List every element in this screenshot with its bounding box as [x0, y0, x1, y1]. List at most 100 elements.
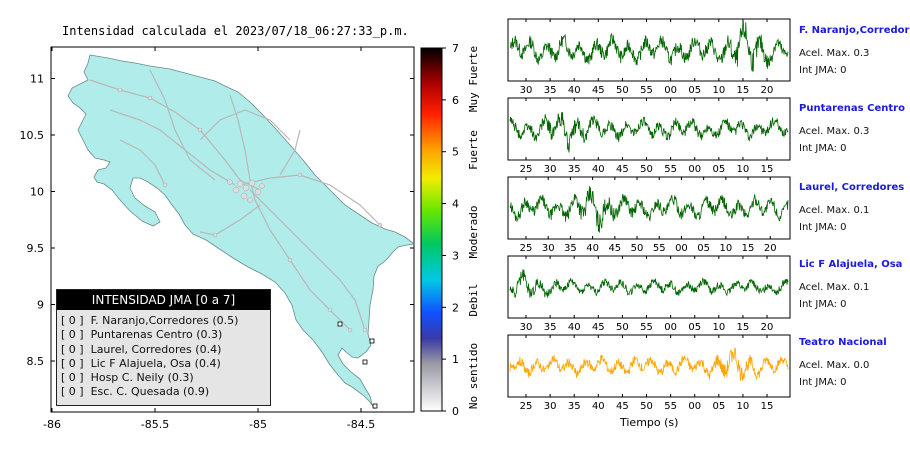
colorbar-tick-label: 5 [452, 146, 459, 159]
waveform-tick-label: 25 [520, 401, 533, 412]
acel-max: Acel. Max. 0.1 [799, 282, 870, 293]
waveform-tick-label: 10 [737, 164, 750, 175]
map-x-tick-label: -85 [249, 418, 267, 431]
waveform-tick-label: 50 [631, 243, 644, 254]
waveform-tick-label: 30 [520, 322, 533, 333]
waveform-tick-label: 10 [712, 85, 725, 96]
waveform-tick-label: 40 [586, 243, 599, 254]
legend-list: [ 0 ] F. Naranjo,Corredores (0.5) [ 0 ] … [57, 310, 270, 400]
waveform-tick-label: 50 [640, 164, 653, 175]
acel-max: Acel. Max. 0.3 [799, 126, 870, 137]
waveform-tick-label: 10 [737, 401, 750, 412]
waveform-tick-label: 35 [544, 322, 557, 333]
station-legend: INTENSIDAD JMA [0 a 7] [ 0 ] F. Naranjo,… [56, 289, 271, 406]
waveform-panel: 25 30 35 40 45 50 55 00 05 10 15 [507, 334, 791, 412]
waveform-tick-label: 55 [664, 164, 677, 175]
road-network [89, 69, 381, 331]
panel-info-3: Laurel, Corredores Acel. Max. 0.1 Int JM… [799, 182, 904, 233]
colorbar [420, 47, 443, 412]
map-x-tick-label: -85.5 [141, 418, 169, 431]
colorbar-tick-label: 2 [452, 301, 459, 314]
colorbar-tick-label: 1 [452, 353, 459, 366]
waveform-tick-label: 55 [640, 85, 653, 96]
waveform-tick-label: 30 [520, 85, 533, 96]
waveform-panel: 25 30 35 40 45 50 55 00 05 10 15 [507, 97, 791, 175]
waveform-tick-label: 00 [688, 164, 701, 175]
waveform-tick-label: 35 [564, 243, 577, 254]
waveform-tick-label: 00 [688, 401, 701, 412]
waveform-trace [509, 20, 789, 72]
waveform-tick-label: 50 [616, 322, 629, 333]
waveform-tick-label: 05 [688, 85, 701, 96]
waveform-tick-label: 05 [712, 401, 725, 412]
waveform-trace [509, 186, 789, 233]
map-y-tick-label: 9 [37, 299, 44, 312]
waveform-tick-label: 50 [616, 85, 629, 96]
waveform-tick-label: 15 [761, 401, 774, 412]
acel-max: Acel. Max. 0.1 [799, 205, 870, 216]
waveform-tick-label: 55 [640, 322, 653, 333]
intensity-label: Moderado [467, 206, 480, 259]
int-jma: Int JMA: 0 [799, 65, 847, 76]
legend-row: [ 0 ] Esc. C. Quesada (0.9) [61, 385, 210, 399]
waveform-tick-label: 30 [544, 401, 557, 412]
waveform-panel: 25 30 35 40 45 50 55 00 05 10 15 20 [507, 176, 791, 254]
waveform-tick-label: 20 [764, 243, 777, 254]
intensity-label: No sentido [467, 343, 480, 409]
waveform-tick-label: 15 [737, 322, 750, 333]
waveform-tick-label: 45 [592, 322, 605, 333]
waveform-tick-label: 10 [712, 322, 725, 333]
station-name: F. Naranjo,Corredores [799, 25, 910, 36]
waveform-tick-label: 35 [544, 85, 557, 96]
panel-info-2: Puntarenas Centro Acel. Max. 0.3 Int JMA… [799, 103, 905, 154]
legend-row: [ 0 ] F. Naranjo,Corredores (0.5) [61, 314, 239, 327]
station-name: Teatro Nacional [799, 337, 887, 348]
waveform-tick-label: 30 [542, 243, 555, 254]
waveform-tick-label: 25 [520, 164, 533, 175]
panel-info-5: Teatro Nacional Acel. Max. 0.0 Int JMA: … [799, 337, 887, 388]
map-x-tick-label: -84.5 [347, 418, 375, 431]
waveform-tick-label: 40 [568, 85, 581, 96]
station-name: Lic F Alajuela, Osa [799, 259, 903, 270]
intensity-label: Fuerte [467, 130, 480, 170]
panel-info-1: F. Naranjo,Corredores Acel. Max. 0.3 Int… [799, 25, 910, 76]
int-jma: Int JMA: 0 [799, 377, 847, 388]
waveform-tick-label: 55 [653, 243, 666, 254]
waveform-tick-label: 35 [568, 164, 581, 175]
station-name: Puntarenas Centro [799, 103, 905, 114]
waveform-tick-label: 45 [592, 85, 605, 96]
acel-max: Acel. Max. 0.3 [799, 48, 870, 59]
waveform-frame [507, 176, 791, 240]
legend-row: [ 0 ] Puntarenas Centro (0.3) [61, 328, 223, 342]
map-y-tick-label: 9.5 [27, 242, 45, 255]
map-y-tick-label: 11 [30, 73, 44, 86]
intensity-label: Muy Fuerte [467, 46, 480, 112]
waveform-tick-label: 50 [640, 401, 653, 412]
waveform-tick-label: 40 [568, 322, 581, 333]
waveform-tick-label: 00 [664, 85, 677, 96]
map-y-tick-label: 10.5 [20, 129, 45, 142]
colorbar-axes: 0 1 2 3 4 5 6 7 No sentido Debil Moderado Fuerte Muy… [442, 42, 480, 418]
map-x-tick-label: -86 [43, 418, 61, 431]
legend-row: [ 0 ] Hosp C. Neily (0.3) [61, 371, 194, 385]
waveform-frame [507, 334, 791, 398]
waveform-tick-label: 35 [568, 401, 581, 412]
int-jma: Int JMA: 0 [799, 222, 847, 233]
map-axes: -86 -85.5 -85 -84.5 11 10.5 10 9.5 9 8.5 [20, 47, 414, 431]
waveform-tick-label: 00 [664, 322, 677, 333]
waveform-tick-label: 25 [520, 243, 533, 254]
waveform-tick-label: 45 [616, 401, 629, 412]
legend-title: INTENSIDAD JMA [0 a 7] [57, 290, 270, 310]
waveform-tick-label: 05 [688, 322, 701, 333]
waveform-tick-label: 10 [719, 243, 732, 254]
waveform-tick-label: 15 [737, 85, 750, 96]
waveform-tick-label: 45 [608, 243, 621, 254]
waveform-trace [509, 269, 789, 298]
colorbar-tick-label: 7 [452, 42, 459, 55]
legend-row: [ 0 ] Lic F Alajuela, Osa (0.4) [61, 356, 221, 370]
map-y-tick-label: 8.5 [27, 355, 45, 368]
int-jma: Int JMA: 0 [799, 299, 847, 310]
waveform-tick-label: 15 [761, 164, 774, 175]
waveform-tick-label: 30 [544, 164, 557, 175]
waveform-trace [509, 347, 789, 381]
